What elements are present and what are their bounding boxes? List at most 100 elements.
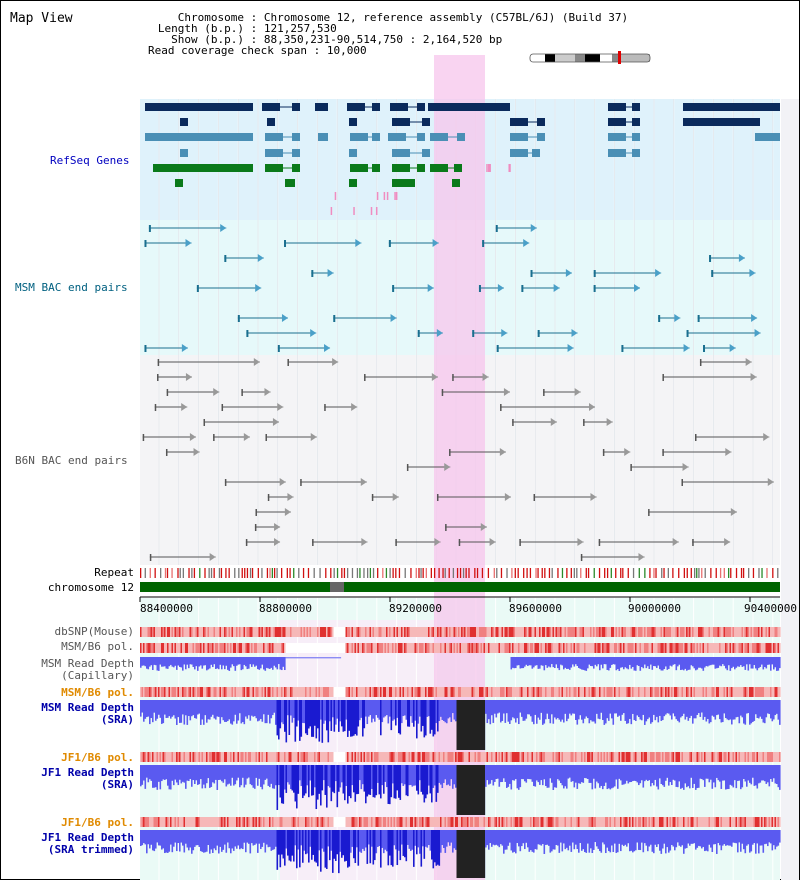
msm-depth-sra-bar — [750, 700, 753, 724]
msm-depth-capillary-bar — [330, 657, 333, 659]
msm-depth-sra-bar — [591, 700, 594, 722]
jf1-b6-pol-heat — [495, 752, 498, 762]
jf1-b6-pol-trim-heat — [255, 817, 258, 827]
gene-exon — [417, 133, 425, 141]
gene-exon — [292, 149, 300, 157]
jf1-depth-trim-bar — [411, 830, 414, 850]
dbsnp-heat — [602, 627, 604, 637]
jf1-depth-sra-bar — [330, 765, 333, 802]
msm-b6-pol-sra-heat — [720, 687, 723, 697]
msm-b6-pol-heat — [258, 643, 261, 653]
msm-b6-pol-sra-heat — [704, 687, 706, 697]
msm-b6-pol-heat — [761, 643, 763, 653]
msm-depth-sra-bar — [302, 700, 304, 723]
jf1-b6-pol-heat — [767, 752, 769, 762]
msm-b6-pol-sra-heat — [269, 687, 271, 697]
msm-b6-pol-sra-heat — [705, 687, 708, 697]
jf1-b6-pol-heat — [587, 752, 589, 762]
jf1-b6-pol-heat — [660, 752, 663, 762]
jf1-depth-sra-bar — [639, 765, 642, 784]
jf1-depth-trim-bar — [321, 830, 324, 849]
jf1-b6-pol-heat — [549, 752, 552, 762]
jf1-depth-trim-bar — [180, 830, 183, 843]
jf1-b6-pol-trim-heat — [645, 817, 648, 827]
jf1-b6-pol-trim-heat — [380, 817, 382, 827]
chromosome-ideogram-band — [545, 54, 555, 62]
jf1-depth-sra-bar — [332, 765, 334, 792]
jf1-b6-pol-trim-heat — [666, 817, 669, 827]
dbsnp-heat — [279, 627, 282, 637]
msm-depth-sra-bar — [168, 700, 171, 717]
jf1-b6-pol-trim-heat — [426, 817, 429, 827]
jf1-depth-trim-bar — [186, 830, 189, 848]
jf1-b6-pol-trim-heat — [416, 817, 418, 827]
msm-b6-pol-sra-heat — [338, 687, 340, 697]
jf1-b6-pol-trim-heat — [356, 817, 358, 827]
msm-b6-pol-heat — [273, 643, 276, 653]
msm-bac-end — [697, 315, 700, 322]
b6n-bac-end — [267, 494, 270, 501]
dbsnp-heat — [432, 627, 435, 637]
msm-depth-capillary-bar — [171, 657, 174, 667]
jf1-b6-pol-heat — [546, 752, 549, 762]
jf1-depth-trim-bar — [419, 830, 421, 854]
msm-b6-pol-sra-heat — [155, 687, 157, 697]
msm-b6-pol-sra-heat — [534, 687, 537, 697]
jf1-depth-sra-bar — [168, 765, 171, 790]
axis-tick-label: 89200000 — [389, 602, 442, 615]
jf1-b6-pol-heat — [704, 752, 706, 762]
msm-depth-sra-bar — [194, 700, 196, 719]
msm-b6-pol-heat — [347, 643, 349, 653]
msm-b6-pol-sra-heat — [545, 687, 547, 697]
msm-b6-pol-heat — [572, 643, 574, 653]
msm-b6-pol-sra-heat — [410, 687, 412, 697]
msm-b6-pol-sra-heat — [458, 687, 460, 697]
dbsnp-heat — [563, 627, 565, 637]
jf1-b6-pol-heat — [453, 752, 456, 762]
jf1-b6-pol-heat — [743, 752, 745, 762]
jf1-b6-pol-heat — [251, 752, 253, 762]
repeat-mark — [748, 568, 750, 578]
jf1-b6-pol-heat — [254, 752, 256, 762]
dbsnp-heat — [195, 627, 198, 637]
msm-b6-pol-heat — [209, 643, 211, 653]
dbsnp-heat — [489, 627, 492, 637]
dbsnp-heat — [533, 627, 535, 637]
jf1-depth-sra-bar — [416, 765, 418, 791]
jf1-depth-sra-bar — [495, 765, 498, 780]
jf1-b6-pol-heat — [150, 752, 153, 762]
jf1-b6-pol-heat — [366, 752, 369, 762]
jf1-b6-pol-trim-heat — [564, 817, 567, 827]
msm-b6-pol-heat — [276, 643, 279, 653]
jf1-b6-pol-heat — [512, 752, 514, 762]
msm-depth-capillary-bar — [759, 657, 762, 667]
repeat-mark — [210, 568, 213, 578]
jf1-b6-pol-heat — [698, 752, 700, 762]
jf1-depth-trim-bar — [704, 830, 706, 852]
msm-b6-pol-heat — [576, 643, 579, 653]
msm-depth-sra-bar — [647, 700, 649, 720]
jf1-b6-pol-heat — [728, 752, 730, 762]
msm-depth-sra-bar — [444, 700, 447, 723]
jf1-depth-trim-bar — [153, 830, 156, 852]
jf1-b6-pol-trim-heat — [273, 817, 276, 827]
msm-depth-sra-bar — [201, 700, 204, 720]
jf1-b6-pol-trim-heat — [270, 817, 273, 827]
b6n-bac-arrow — [277, 403, 284, 411]
repeat-mark — [204, 568, 206, 578]
gene-exon — [755, 133, 773, 141]
msm-depth-sra-bar — [527, 700, 529, 715]
msm-depth-sra-bar — [612, 700, 615, 725]
jf1-depth-sra-bar — [422, 765, 424, 795]
jf1-depth-trim-bar — [611, 830, 613, 846]
jf1-depth-trim-bar — [618, 830, 621, 844]
msm-b6-pol-heat — [240, 643, 243, 653]
msm-depth-sra-bar — [428, 700, 430, 717]
jf1-depth-trim-bar — [680, 830, 682, 847]
msm-b6-pol-heat — [779, 643, 781, 653]
dbsnp-heat — [710, 627, 712, 637]
dbsnp-heat — [326, 627, 328, 637]
msm-b6-pol-sra-heat — [312, 687, 315, 697]
dbsnp-heat — [663, 627, 666, 637]
